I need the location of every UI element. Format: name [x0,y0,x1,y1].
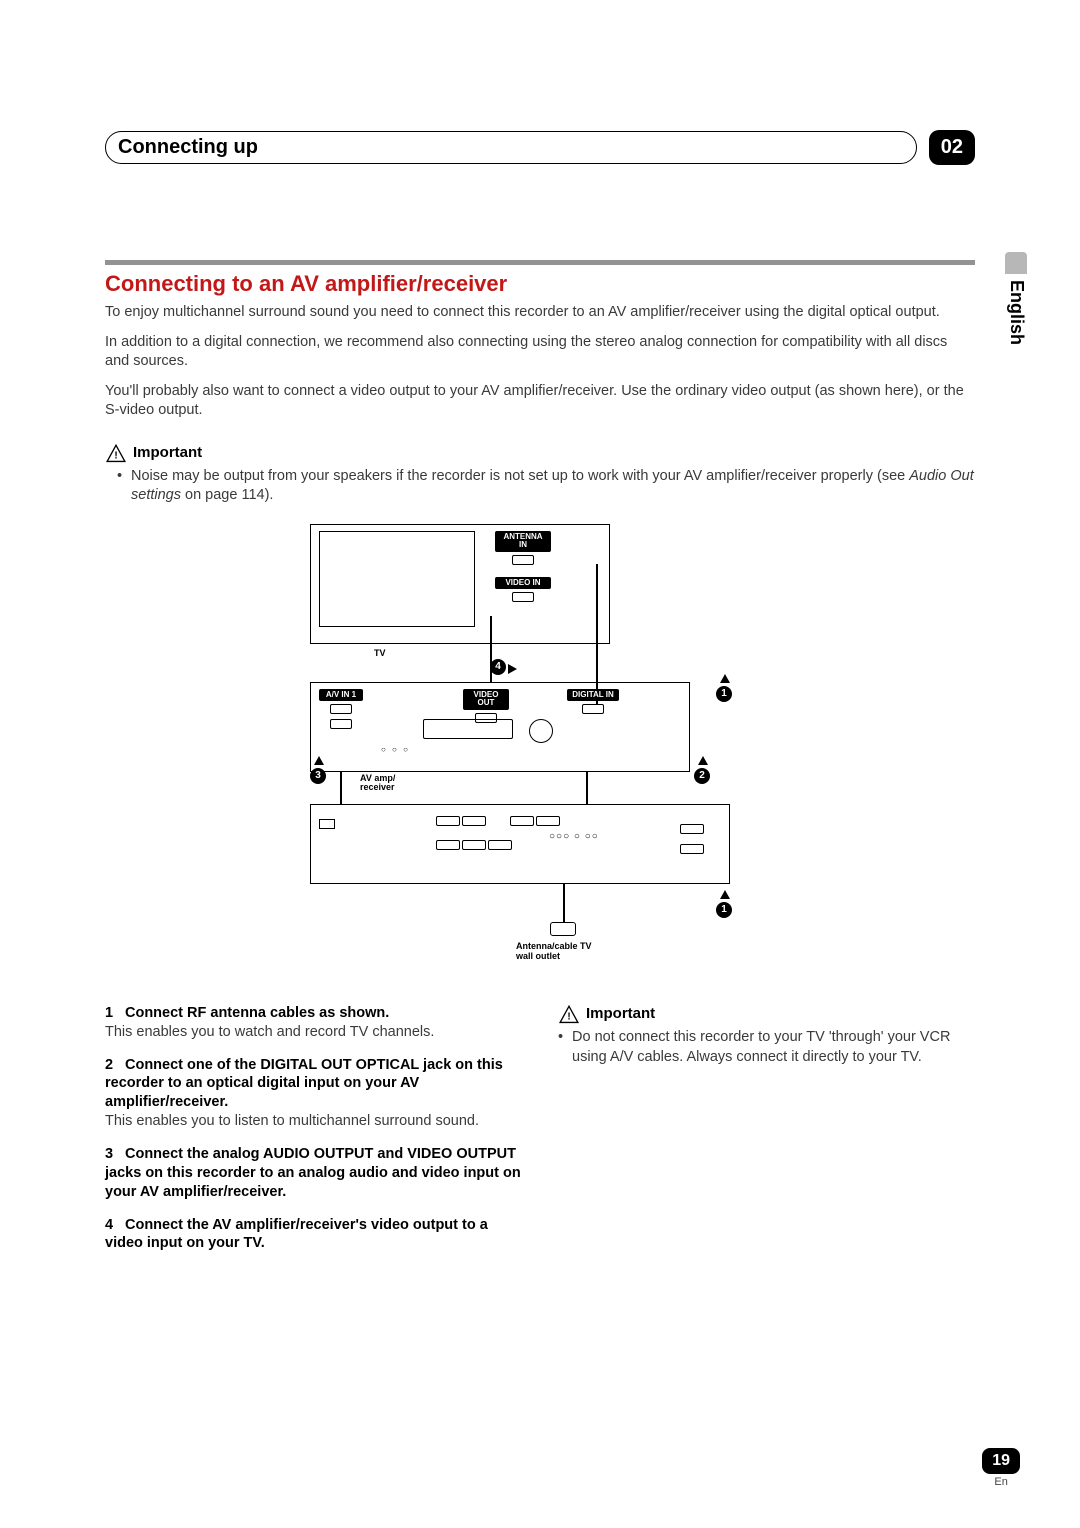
step-item: 4Connect the AV amplifier/receiver's vid… [105,1216,522,1254]
diagram-wall-caption: Antenna/cable TV wall outlet [516,942,592,962]
diagram-line [340,772,342,804]
arrow-icon [314,756,324,765]
important-bullet: Noise may be output from your speakers i… [117,467,975,506]
diagram-video-in-label: VIDEO IN [495,577,551,604]
diagram-amp-port [423,719,513,739]
diagram-callout-2: 2 [694,768,710,784]
diagram-amp-dots: ○ ○ ○ [381,745,410,754]
diagram-line [563,884,565,922]
step-heading: Connect one of the DIGITAL OUT OPTICAL j… [105,1057,503,1111]
jack-icon [512,555,534,565]
intro-paragraph: To enjoy multichannel surround sound you… [105,303,975,323]
important-label: Important [586,1004,655,1024]
diagram-tv-caption: TV [374,648,386,658]
chapter-header: Connecting up 02 [105,130,975,165]
arrow-icon [698,756,708,765]
important-list-top: Noise may be output from your speakers i… [105,467,975,506]
step-heading: Connect the AV amplifier/receiver's vide… [105,1217,488,1252]
jack-icon [330,704,352,714]
diagram-digital-in-label: DIGITAL IN [567,689,619,716]
diagram-callout-1b: 1 [716,902,732,918]
important-list-right: Do not connect this recorder to your TV … [558,1028,975,1067]
arrow-icon [720,890,730,899]
language-tab-cap [1005,252,1027,274]
jack-icon [512,592,534,602]
step-body: This enables you to listen to multichann… [105,1112,522,1131]
diagram-amp-caption: AV amp/ receiver [360,774,395,793]
step-heading: Connect the analog AUDIO OUTPUT and VIDE… [105,1146,521,1200]
step-body: This enables you to watch and record TV … [105,1023,522,1042]
important-label: Important [133,444,202,461]
label-black: VIDEO IN [495,577,551,589]
language-label: English [1006,280,1027,345]
step-item: 1Connect RF antenna cables as shown. Thi… [105,1004,522,1042]
steps-left-column: 1Connect RF antenna cables as shown. Thi… [105,1004,522,1267]
page-footer: 19 En [982,1448,1020,1488]
language-tab: English [1002,252,1030,345]
label-black: VIDEO OUT [463,689,509,710]
label-black: ANTENNA IN [495,531,551,552]
diagram-callout-1: 1 [716,686,732,702]
important-header-right: ! Important [558,1004,975,1024]
step-number: 3 [105,1145,125,1164]
diagram-tv: ANTENNA IN VIDEO IN [310,524,610,644]
steps-right-column: ! Important Do not connect this recorder… [558,1004,975,1267]
section-title: Connecting to an AV amplifier/receiver [105,271,975,297]
step-number: 2 [105,1056,125,1075]
warning-icon: ! [105,443,127,463]
important-header-top: ! Important [105,443,975,463]
connection-diagram: ANTENNA IN VIDEO IN TV 4 A/V IN 1 [105,524,975,974]
page-language: En [982,1476,1020,1488]
intro-paragraph: You'll probably also want to connect a v… [105,382,975,421]
label-black: A/V IN 1 [319,689,363,701]
section-rule [105,260,975,265]
jack-icon [330,719,352,729]
diagram-av-in1-label: A/V IN 1 [319,689,363,731]
jack-icon [582,704,604,714]
diagram-amp-knob [529,719,553,743]
step-heading: Connect RF antenna cables as shown. [125,1005,389,1021]
step-item: 3Connect the analog AUDIO OUTPUT and VID… [105,1145,522,1202]
chapter-title: Connecting up [105,131,917,164]
svg-text:!: ! [567,1011,570,1022]
label-black: DIGITAL IN [567,689,619,701]
step-number: 4 [105,1216,125,1235]
arrow-icon [508,664,517,674]
diagram-amp: A/V IN 1 VIDEO OUT DIGITAL IN ○ ○ ○ [310,682,690,772]
diagram-callout-3: 3 [310,768,326,784]
bullet-text: on page 114). [181,487,273,503]
diagram-callout-4: 4 [490,659,506,675]
chapter-number-badge: 02 [929,130,975,165]
intro-paragraph: In addition to a digital connection, we … [105,333,975,372]
page-number: 19 [982,1448,1020,1474]
intro-block: To enjoy multichannel surround sound you… [105,303,975,421]
bullet-text: Noise may be output from your speakers i… [131,468,909,484]
steps-columns: 1Connect RF antenna cables as shown. Thi… [105,1004,975,1267]
warning-icon: ! [558,1004,580,1024]
diagram-antenna-in-label: ANTENNA IN [495,531,551,567]
step-number: 1 [105,1004,125,1023]
important-bullet: Do not connect this recorder to your TV … [558,1028,975,1067]
step-item: 2Connect one of the DIGITAL OUT OPTICAL … [105,1056,522,1131]
svg-text:!: ! [114,450,117,461]
diagram-recorder: ○○○ ○ ○○ [310,804,730,884]
arrow-icon [720,674,730,683]
diagram-tv-screen [319,531,475,627]
diagram-wall-jack [550,922,576,936]
diagram-line [586,772,588,804]
diagram-line [490,616,492,682]
